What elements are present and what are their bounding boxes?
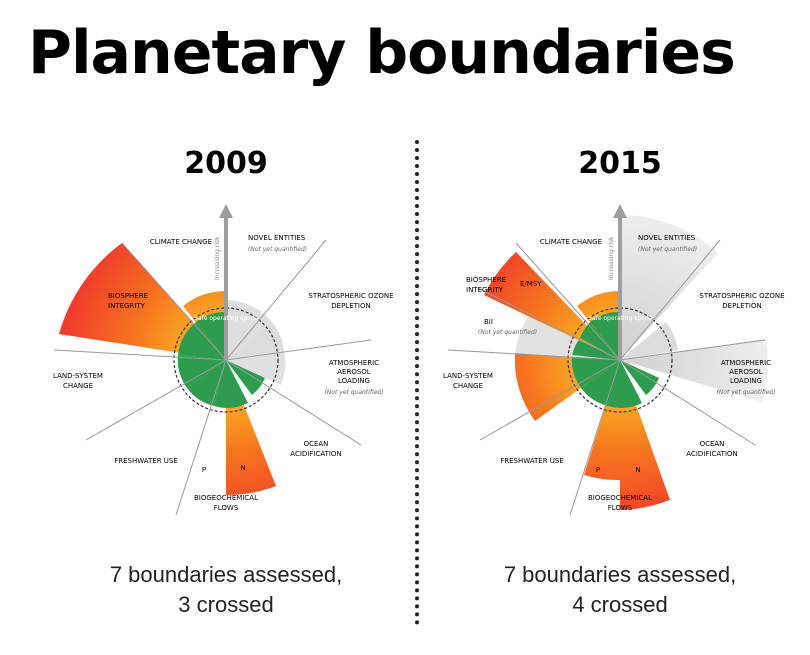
label-ocean-2: ACIDIFICATION <box>686 450 737 458</box>
divider-lines <box>53 239 372 516</box>
wedge-biogeochemical-n <box>620 360 670 510</box>
label-n: N <box>240 464 245 472</box>
safe-space-label: Safe operating space <box>194 315 258 322</box>
safe-space-label: Safe operating space <box>588 315 652 322</box>
wedge-land-system <box>177 355 226 388</box>
label-p: P <box>596 466 600 474</box>
label-n: N <box>635 466 640 474</box>
summary-line-1: 7 boundaries assessed, <box>109 562 343 587</box>
wedge-climate-change <box>577 291 620 360</box>
summary-line-2: 4 crossed <box>572 592 668 617</box>
page-title: Planetary boundaries <box>28 18 736 88</box>
wedge-land-system <box>514 353 620 421</box>
label-biogeochemical: BIOGEOCHEMICAL <box>194 494 258 502</box>
divider-lines <box>447 239 766 516</box>
label-biogeochemical: BIOGEOCHEMICAL <box>588 494 652 502</box>
wedge-biosphere-integrity <box>59 243 226 360</box>
summary-line-2: 3 crossed <box>178 592 274 617</box>
arrow-label: Increasing risk <box>608 236 615 280</box>
boundaries-wheel-2009: Increasing risk Safe operating space CLI… <box>53 204 394 516</box>
wedge-biosphere-bii <box>515 316 620 360</box>
label-aerosol: ATMOSPHERIC <box>721 359 771 367</box>
label-ocean-2: ACIDIFICATION <box>290 450 341 458</box>
label-ozone-2: DEPLETION <box>722 302 761 310</box>
wedge-ocean-acidification <box>226 360 265 395</box>
year-label: 2015 <box>578 146 662 181</box>
wedge-climate-change <box>183 291 226 360</box>
wedge-biosphere-emsy <box>484 252 620 360</box>
wheel-wedges <box>59 243 286 496</box>
label-bii: BII <box>484 318 493 326</box>
summary-text: 7 boundaries assessed, 3 crossed <box>26 560 426 620</box>
label-aerosol-2: AEROSOL <box>337 368 371 376</box>
label-aerosol: ATMOSPHERIC <box>329 359 379 367</box>
label-aerosol-note: (Not yet quantified) <box>716 389 775 396</box>
label-p: P <box>202 466 206 474</box>
label-ocean: OCEAN <box>304 440 329 448</box>
label-freshwater: FRESHWATER USE <box>500 457 564 465</box>
arrow-label: Increasing risk <box>214 236 221 280</box>
label-biosphere-2: INTEGRITY <box>466 286 504 294</box>
label-aerosol-3: LOADING <box>338 377 370 385</box>
label-emsy: E/MSY <box>520 280 542 288</box>
label-novel-entities: NOVEL ENTITIES <box>638 234 696 242</box>
wedge-biogeochemical-p <box>214 360 226 408</box>
label-aerosol-2: AEROSOL <box>729 368 763 376</box>
wedge-novel-entities <box>226 300 272 360</box>
label-land-system-2: CHANGE <box>63 382 93 390</box>
label-biosphere: BIOSPHERE <box>466 276 506 284</box>
label-freshwater: FRESHWATER USE <box>114 457 178 465</box>
wedge-ocean-acidification <box>620 360 659 395</box>
label-climate-change: CLIMATE CHANGE <box>540 238 602 246</box>
panel-2015: 2015 <box>420 140 810 640</box>
label-land-system: LAND-SYSTEM <box>443 372 493 380</box>
label-aerosol-note: (Not yet quantified) <box>324 389 383 396</box>
label-climate-change: CLIMATE CHANGE <box>150 238 212 246</box>
label-bii-note: (Not yet quantified) <box>478 329 537 336</box>
year-label: 2009 <box>184 146 268 181</box>
safe-boundary-circle <box>567 307 673 413</box>
wedge-freshwater <box>581 360 620 406</box>
label-biogeochemical-2: FLOWS <box>608 504 633 512</box>
increasing-risk-arrow: Increasing risk <box>608 204 627 360</box>
safe-boundary-circle <box>173 307 279 413</box>
label-ocean: OCEAN <box>700 440 725 448</box>
label-novel-entities-note: (Not yet quantified) <box>248 246 307 253</box>
wedge-biogeochemical-n <box>226 360 276 496</box>
wedge-novel-entities <box>620 214 718 360</box>
label-ozone: STRATOSPHERIC OZONE <box>699 292 784 300</box>
label-ozone: STRATOSPHERIC OZONE <box>308 292 393 300</box>
summary-text: 7 boundaries assessed, 4 crossed <box>420 560 810 620</box>
wedge-freshwater <box>187 360 226 406</box>
increasing-risk-arrow: Increasing risk <box>214 204 233 360</box>
label-aerosol-3: LOADING <box>730 377 762 385</box>
label-land-system: LAND-SYSTEM <box>53 372 103 380</box>
label-biogeochemical-2: FLOWS <box>214 504 239 512</box>
label-novel-entities-note: (Not yet quantified) <box>638 246 697 253</box>
label-novel-entities: NOVEL ENTITIES <box>248 234 306 242</box>
label-land-system-2: CHANGE <box>453 382 483 390</box>
label-biosphere: BIOSPHERE <box>108 292 148 300</box>
dotted-divider <box>415 140 419 625</box>
label-biosphere-2: INTEGRITY <box>108 302 146 310</box>
summary-line-1: 7 boundaries assessed, <box>503 562 737 587</box>
boundaries-wheel-2015: Increasing risk Safe operating space CLI… <box>443 204 785 516</box>
panel-2009: 2009 <box>26 140 426 640</box>
wedge-aerosol <box>226 350 286 385</box>
label-ozone-2: DEPLETION <box>331 302 370 310</box>
